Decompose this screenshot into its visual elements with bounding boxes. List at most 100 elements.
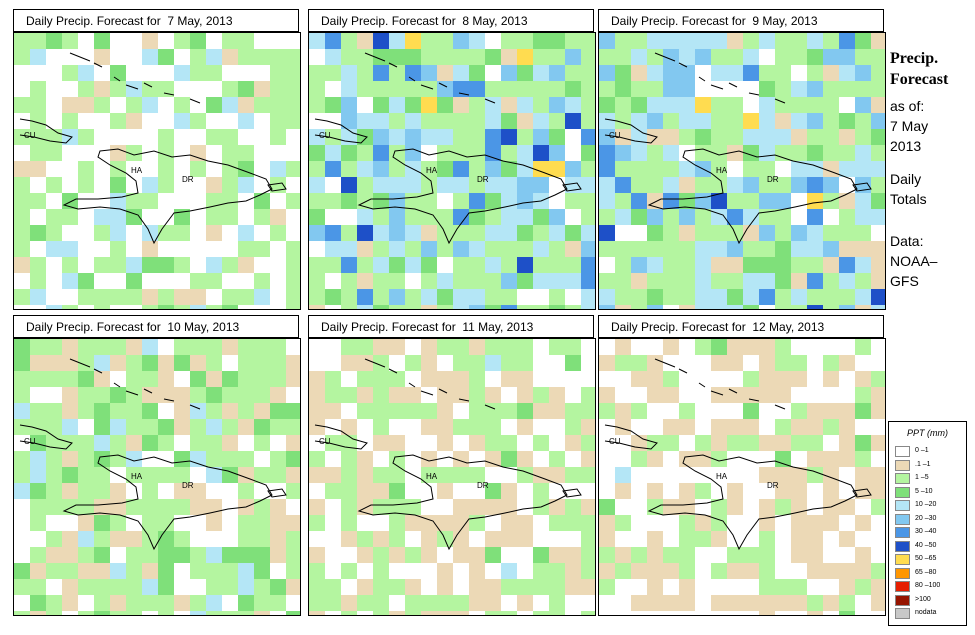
- precip-cell: [663, 273, 679, 289]
- precip-cell: [581, 339, 595, 355]
- precip-cell: [743, 289, 759, 305]
- precip-cell: [30, 515, 46, 531]
- precip-cell: [190, 305, 206, 309]
- precip-cell: [14, 403, 30, 419]
- precip-cell: [357, 225, 373, 241]
- as-of-date-year: 2013: [890, 138, 922, 154]
- precip-cell: [78, 97, 94, 113]
- precip-cell: [158, 289, 174, 305]
- precip-cell: [791, 355, 807, 371]
- precip-cell: [565, 547, 581, 563]
- precip-cell: [14, 33, 30, 49]
- precip-cell: [357, 209, 373, 225]
- precip-cell: [663, 611, 679, 615]
- precip-cell: [110, 49, 126, 65]
- precip-cell: [711, 33, 727, 49]
- precip-cell: [437, 97, 453, 113]
- legend-label: >100: [915, 595, 931, 603]
- precip-cell: [357, 531, 373, 547]
- precip-cell: [206, 547, 222, 563]
- precip-cell: [855, 419, 871, 435]
- precip-cell: [222, 305, 238, 309]
- precip-cell: [405, 305, 421, 309]
- precip-cell: [78, 483, 94, 499]
- precip-cell: [695, 547, 711, 563]
- precip-cell: [254, 611, 270, 615]
- precip-cell: [174, 97, 190, 113]
- precip-cell: [254, 483, 270, 499]
- precip-cell: [615, 305, 631, 309]
- precip-cell: [62, 531, 78, 547]
- precip-cell: [325, 305, 341, 309]
- precip-cell: [647, 209, 663, 225]
- precip-cell: [501, 339, 517, 355]
- precip-cell: [222, 193, 238, 209]
- precip-cell: [581, 483, 595, 499]
- precip-cell: [791, 467, 807, 483]
- precip-cell: [126, 563, 142, 579]
- precip-cell: [158, 563, 174, 579]
- legend-label: 40 –50: [915, 541, 937, 549]
- precip-cell: [711, 65, 727, 81]
- precip-cell: [647, 81, 663, 97]
- precip-cell: [357, 371, 373, 387]
- precip-cell: [775, 467, 791, 483]
- precip-cell: [30, 547, 46, 563]
- precip-cell: [46, 483, 62, 499]
- precip-cell: [871, 241, 885, 257]
- precip-cell: [679, 435, 695, 451]
- coastline-outline: [19, 52, 287, 245]
- precip-cell: [46, 387, 62, 403]
- precip-cell: [158, 145, 174, 161]
- precip-cell: [238, 419, 254, 435]
- precip-cell: [206, 225, 222, 241]
- precip-cell: [599, 515, 615, 531]
- precip-cell: [453, 579, 469, 595]
- precip-cell: [647, 467, 663, 483]
- precip-cell: [222, 241, 238, 257]
- precip-cell: [30, 435, 46, 451]
- precip-cell: [615, 451, 631, 467]
- precip-cell: [357, 419, 373, 435]
- precip-cell: [759, 273, 775, 289]
- precip-cell: [190, 209, 206, 225]
- precip-cell: [469, 273, 485, 289]
- precip-cell: [871, 33, 885, 49]
- precip-cell: [94, 371, 110, 387]
- precip-cell: [46, 339, 62, 355]
- precip-cell: [615, 531, 631, 547]
- precip-cell: [581, 499, 595, 515]
- precip-cell: [405, 563, 421, 579]
- precip-cell: [341, 305, 357, 309]
- precip-cell: [78, 595, 94, 611]
- precip-cell: [222, 209, 238, 225]
- precip-cell: [615, 241, 631, 257]
- precip-cell: [190, 579, 206, 595]
- precip-cell: [469, 387, 485, 403]
- precip-cell: [871, 49, 885, 65]
- precip-cell: [78, 435, 94, 451]
- precip-cell: [453, 161, 469, 177]
- precip-cell: [631, 241, 647, 257]
- precip-cell: [679, 483, 695, 499]
- precip-cell: [14, 209, 30, 225]
- precip-cell: [791, 289, 807, 305]
- precip-cell: [389, 129, 405, 145]
- precip-cell: [325, 515, 341, 531]
- precip-cell: [309, 579, 325, 595]
- precip-cell: [679, 339, 695, 355]
- legend-label: .1 –1: [915, 460, 931, 468]
- precip-cell: [94, 193, 110, 209]
- precip-cell: [823, 65, 839, 81]
- precip-cell: [126, 97, 142, 113]
- precip-cell: [631, 49, 647, 65]
- precip-cell: [190, 531, 206, 547]
- precip-cell: [727, 547, 743, 563]
- precip-cell: [743, 273, 759, 289]
- precip-cell: [357, 81, 373, 97]
- precip-cell: [711, 289, 727, 305]
- precip-cell: [46, 113, 62, 129]
- precip-cell: [549, 65, 565, 81]
- precip-cell: [174, 113, 190, 129]
- precip-cell: [695, 435, 711, 451]
